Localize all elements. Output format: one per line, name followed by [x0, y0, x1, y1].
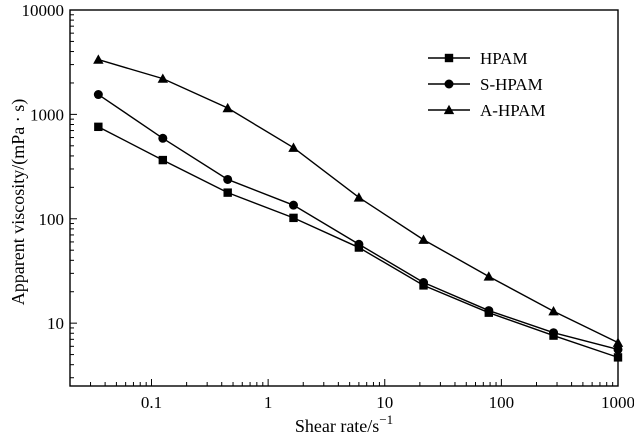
- x-tick-label: 0.1: [141, 393, 162, 412]
- y-tick-label: 10: [47, 314, 64, 333]
- data-point: [223, 174, 233, 184]
- series-a-hpam: [93, 54, 624, 347]
- data-point: [353, 192, 365, 202]
- data-point: [93, 90, 103, 100]
- legend-label: HPAM: [480, 49, 528, 68]
- data-point: [548, 306, 559, 316]
- y-tick-label: 100: [39, 210, 65, 229]
- data-point: [158, 133, 168, 143]
- data-point: [419, 278, 429, 288]
- legend-marker: [443, 104, 455, 115]
- series-layer: [93, 54, 624, 362]
- legend: HPAM S-HPAM A-HPAM: [428, 49, 546, 120]
- legend-marker: [444, 53, 454, 63]
- data-point: [613, 344, 623, 354]
- y-axis-title: Apparent viscosity/(mPa · s): [8, 99, 29, 305]
- data-point: [612, 337, 624, 347]
- legend-item: S-HPAM: [428, 75, 543, 94]
- x-axis: 0.1 1 10 100 1000: [69, 379, 634, 412]
- legend-item: HPAM: [428, 49, 528, 68]
- data-point: [158, 155, 168, 165]
- legend-label: S-HPAM: [480, 75, 543, 94]
- legend-label: A-HPAM: [480, 101, 546, 120]
- data-point: [157, 73, 169, 83]
- data-point: [93, 54, 104, 64]
- data-point: [223, 188, 232, 197]
- y-tick-label: 1000: [30, 105, 64, 124]
- data-point: [613, 353, 623, 362]
- y-axis: 10 100 1000 10000: [22, 1, 77, 379]
- x-tick-label: 1: [264, 393, 273, 412]
- data-point: [289, 213, 298, 223]
- y-tick-label: 10000: [22, 1, 65, 20]
- x-tick-label: 100: [489, 393, 515, 412]
- data-point: [418, 234, 429, 244]
- x-axis-title-text: Shear rate/s: [295, 416, 379, 436]
- x-axis-title: Shear rate/s−1: [295, 412, 393, 436]
- data-point: [483, 271, 494, 281]
- data-point: [222, 102, 233, 113]
- data-point: [288, 142, 299, 152]
- data-point: [549, 328, 559, 338]
- data-point: [94, 122, 103, 132]
- legend-item: A-HPAM: [428, 101, 546, 120]
- series-line: [97, 93, 619, 351]
- series-s-hpam: [93, 90, 623, 354]
- x-tick-label: 1000: [601, 393, 634, 412]
- x-tick-label: 10: [376, 393, 393, 412]
- plot-border: [69, 9, 619, 387]
- data-point: [484, 306, 494, 316]
- plot-area: [69, 9, 619, 387]
- data-point: [354, 239, 364, 249]
- legend-marker: [444, 79, 454, 89]
- data-point: [288, 200, 298, 210]
- x-axis-title-superscript: −1: [379, 412, 393, 427]
